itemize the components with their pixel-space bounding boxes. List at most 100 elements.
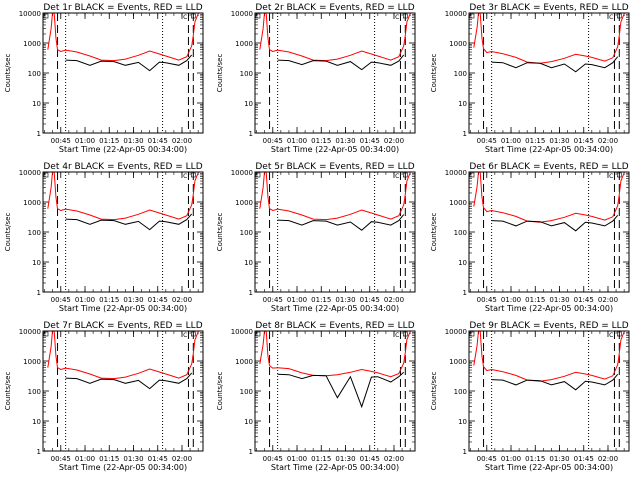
y-tick-label: 1000: [235, 358, 253, 366]
y-axis-label: Counts/sec: [4, 372, 12, 411]
events-series-line: [277, 54, 405, 71]
x-tick-label: 00:45: [51, 455, 71, 463]
x-tick-label: 00:45: [477, 455, 497, 463]
x-tick-label: 01:15: [525, 455, 545, 463]
x-tick-label: 02:00: [598, 137, 618, 145]
lld-series-line: [47, 331, 200, 380]
x-tick-label: 01:30: [335, 296, 355, 304]
x-tick-label: 01:30: [123, 455, 143, 463]
events-series-line: [65, 54, 193, 72]
y-tick-label: 10: [244, 100, 253, 108]
lld-series-line: [47, 13, 200, 62]
y-tick-label: 10: [458, 259, 467, 267]
panel-title: Det 9r BLACK = Events, RED = LLD: [469, 321, 628, 331]
x-axis-label: Start Time (22-Apr-05 00:34:00): [271, 145, 399, 154]
x-tick-label: 01:15: [311, 455, 331, 463]
panel-title: Det 2r BLACK = Events, RED = LLD: [255, 3, 414, 13]
marker-box-right: [617, 172, 622, 178]
y-tick-label: 10: [32, 418, 41, 426]
marker-box-left: [255, 13, 261, 19]
y-tick-label: 10000: [231, 10, 253, 18]
events-series-line: [491, 56, 619, 73]
x-tick-label: 00:45: [263, 455, 283, 463]
x-tick-label: 01:00: [287, 296, 307, 304]
events-series-line: [491, 373, 619, 391]
x-tick-label: 02:00: [172, 137, 192, 145]
marker-box-left: [469, 172, 475, 178]
detector-panel: Det 9r BLACK = Events, RED = LLD Counts/s…: [430, 321, 630, 472]
y-tick-label: 10: [32, 100, 41, 108]
y-tick-label: 10000: [19, 169, 41, 177]
panel-title: Det 6r BLACK = Events, RED = LLD: [469, 162, 628, 172]
y-tick-label: 10: [458, 100, 467, 108]
x-tick-label: 00:45: [51, 296, 71, 304]
events-series-line: [65, 372, 193, 390]
y-tick-label: 1000: [449, 40, 467, 48]
y-tick-label: 100: [240, 388, 253, 396]
y-tick-label: 1: [463, 289, 467, 297]
x-tick-label: 02:00: [172, 455, 192, 463]
y-tick-label: 1000: [23, 358, 41, 366]
y-axis-label: Counts/sec: [216, 372, 224, 411]
y-tick-label: 10: [458, 418, 467, 426]
y-tick-label: 100: [454, 388, 467, 396]
plot-frame: [468, 330, 630, 452]
x-axis-label: Start Time (22-Apr-05 00:34:00): [485, 304, 613, 313]
x-tick-label: 00:45: [51, 137, 71, 145]
y-tick-label: 100: [240, 229, 253, 237]
x-axis-label: Start Time (22-Apr-05 00:34:00): [271, 463, 399, 472]
x-tick-label: 00:45: [263, 296, 283, 304]
x-tick-label: 01:30: [549, 296, 569, 304]
y-tick-label: 1: [463, 448, 467, 456]
marker-box-right: [617, 13, 622, 19]
plot-frame: [42, 171, 204, 293]
x-tick-label: 01:00: [75, 455, 95, 463]
x-tick-label: 01:45: [148, 455, 168, 463]
y-tick-label: 100: [28, 70, 41, 78]
x-tick-label: 00:45: [263, 137, 283, 145]
panel-title: Det 1r BLACK = Events, RED = LLD: [43, 3, 202, 13]
marker-box-right: [191, 172, 196, 178]
y-tick-label: 1000: [449, 358, 467, 366]
x-tick-label: 01:45: [574, 455, 594, 463]
y-tick-label: 100: [454, 229, 467, 237]
y-tick-label: 10000: [19, 328, 41, 336]
x-tick-label: 01:15: [311, 137, 331, 145]
marker-box-left: [43, 13, 49, 19]
y-tick-label: 10: [32, 259, 41, 267]
detector-panel: Det 5r BLACK = Events, RED = LLD Counts/s…: [216, 162, 416, 313]
y-axis-label: Counts/sec: [430, 372, 438, 411]
x-tick-label: 01:00: [501, 455, 521, 463]
y-tick-label: 1000: [235, 40, 253, 48]
x-axis-label: Start Time (22-Apr-05 00:34:00): [271, 304, 399, 313]
lld-series-line: [473, 13, 626, 64]
events-series-line: [277, 371, 405, 409]
y-tick-label: 10000: [445, 328, 467, 336]
x-tick-label: 01:15: [99, 296, 119, 304]
detector-panel: Det 2r BLACK = Events, RED = LLD Counts/s…: [216, 3, 416, 154]
lld-series-line: [473, 172, 626, 223]
y-tick-label: 1: [37, 130, 41, 138]
panel-title: Det 5r BLACK = Events, RED = LLD: [255, 162, 414, 172]
x-tick-label: 01:15: [99, 455, 119, 463]
x-axis-label: Start Time (22-Apr-05 00:34:00): [59, 463, 187, 472]
marker-box-right: [191, 331, 196, 337]
marker-box-right: [403, 331, 408, 337]
y-tick-label: 10000: [445, 169, 467, 177]
marker-c-label: C: [395, 332, 399, 339]
marker-c-label: C: [183, 332, 187, 339]
marker-box-left: [255, 331, 261, 337]
x-axis-label: Start Time (22-Apr-05 00:34:00): [59, 304, 187, 313]
y-axis-label: Counts/sec: [216, 213, 224, 252]
panel-title: Det 8r BLACK = Events, RED = LLD: [255, 321, 414, 331]
y-axis-label: Counts/sec: [4, 213, 12, 252]
marker-c-label: C: [395, 14, 399, 21]
marker-box-left: [469, 13, 475, 19]
y-tick-label: 1000: [235, 199, 253, 207]
x-tick-label: 01:00: [75, 296, 95, 304]
x-tick-label: 01:00: [75, 137, 95, 145]
x-tick-label: 01:15: [99, 137, 119, 145]
x-tick-label: 00:45: [477, 296, 497, 304]
marker-c-label: C: [609, 332, 613, 339]
